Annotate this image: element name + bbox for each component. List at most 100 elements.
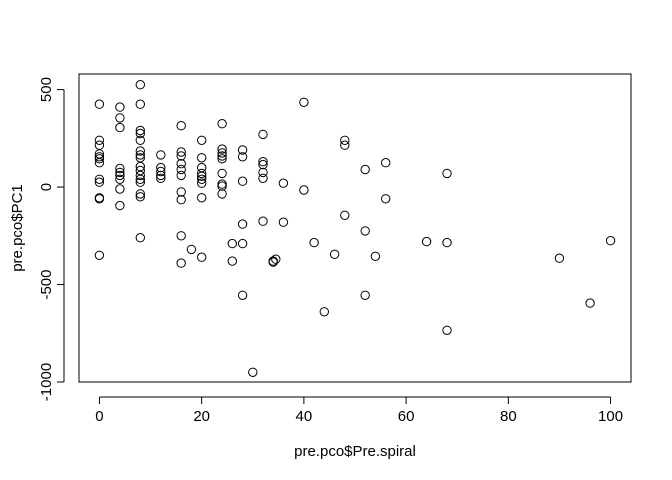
data-point [115, 163, 125, 174]
data-point [94, 99, 105, 109]
data-point [94, 250, 105, 261]
data-point [197, 171, 207, 182]
data-point [94, 154, 105, 164]
data-point [340, 210, 350, 221]
data-point [135, 128, 146, 139]
data-point [319, 307, 329, 317]
data-point [197, 252, 207, 262]
x-tick-label: 40 [296, 408, 313, 425]
data-point [258, 167, 268, 178]
data-point [115, 122, 125, 133]
data-point [135, 177, 146, 187]
y-tick-label: 500 [38, 77, 55, 102]
data-point [329, 249, 340, 260]
data-point [268, 256, 278, 266]
data-points [94, 80, 616, 377]
x-tick-label: 80 [500, 408, 517, 425]
data-point [115, 200, 125, 211]
data-point [299, 97, 309, 108]
data-point [197, 135, 207, 146]
data-point [217, 154, 227, 164]
data-point [94, 174, 105, 185]
data-point [585, 298, 595, 308]
data-point [237, 290, 248, 300]
data-point [227, 256, 238, 266]
data-point [156, 166, 166, 177]
x-tick-label: 100 [598, 408, 623, 425]
data-point [227, 238, 238, 249]
data-point [156, 150, 166, 160]
data-point [156, 170, 166, 181]
y-axis-title: pre.pco$PC1 [9, 184, 26, 272]
data-point [176, 231, 186, 241]
data-point [381, 194, 391, 204]
y-tick-label: 0 [38, 183, 55, 191]
y-tick-label: -1000 [38, 363, 55, 401]
data-point [381, 158, 391, 168]
data-point [176, 151, 186, 161]
data-point [340, 140, 350, 150]
data-point [176, 159, 186, 169]
data-point [340, 135, 350, 146]
data-point [442, 237, 452, 248]
y-tick-label: -500 [38, 270, 55, 300]
data-point [186, 244, 197, 255]
data-point [135, 170, 146, 181]
data-point [176, 170, 186, 181]
data-point [258, 159, 268, 170]
data-point [94, 177, 105, 187]
data-point [258, 216, 268, 226]
data-point [360, 226, 370, 236]
data-point [237, 238, 248, 249]
data-point [115, 113, 125, 123]
data-point [115, 184, 125, 194]
data-point [217, 148, 227, 158]
data-point [605, 236, 616, 246]
data-point [94, 158, 105, 168]
data-point [360, 164, 370, 175]
data-point [176, 258, 186, 268]
data-point [197, 153, 207, 163]
data-point [135, 150, 146, 160]
data-point [237, 145, 248, 155]
data-point [217, 151, 227, 161]
data-point [176, 121, 186, 131]
data-point [176, 195, 186, 205]
data-point [360, 290, 370, 300]
data-point [115, 174, 125, 185]
data-point [135, 135, 146, 146]
data-point [135, 233, 146, 243]
data-point [271, 254, 281, 264]
x-axis: 0 20 40 60 80 100 [95, 396, 623, 425]
data-point [217, 168, 227, 179]
data-point [156, 173, 166, 184]
data-point [135, 80, 146, 90]
data-point [176, 164, 186, 175]
data-point [197, 193, 207, 203]
data-point [258, 129, 268, 140]
data-point [258, 173, 268, 184]
data-point [197, 168, 207, 179]
data-point [237, 152, 248, 162]
data-point [135, 192, 146, 202]
data-point [217, 189, 227, 199]
data-point [176, 187, 186, 197]
data-point [115, 167, 125, 178]
data-point [258, 157, 268, 167]
data-point [135, 146, 146, 156]
x-tick-label: 60 [398, 408, 415, 425]
data-point [309, 237, 319, 248]
data-point [135, 189, 146, 199]
data-point [217, 119, 227, 129]
data-point [115, 102, 125, 112]
data-point [135, 125, 146, 136]
data-point [248, 367, 258, 377]
data-point [237, 219, 248, 229]
x-tick-label: 20 [193, 408, 210, 425]
x-axis-title: pre.pco$Pre.spiral [294, 443, 416, 460]
data-point [370, 251, 381, 261]
data-point [197, 178, 207, 188]
data-point [135, 174, 146, 185]
plot-frame [78, 73, 632, 383]
